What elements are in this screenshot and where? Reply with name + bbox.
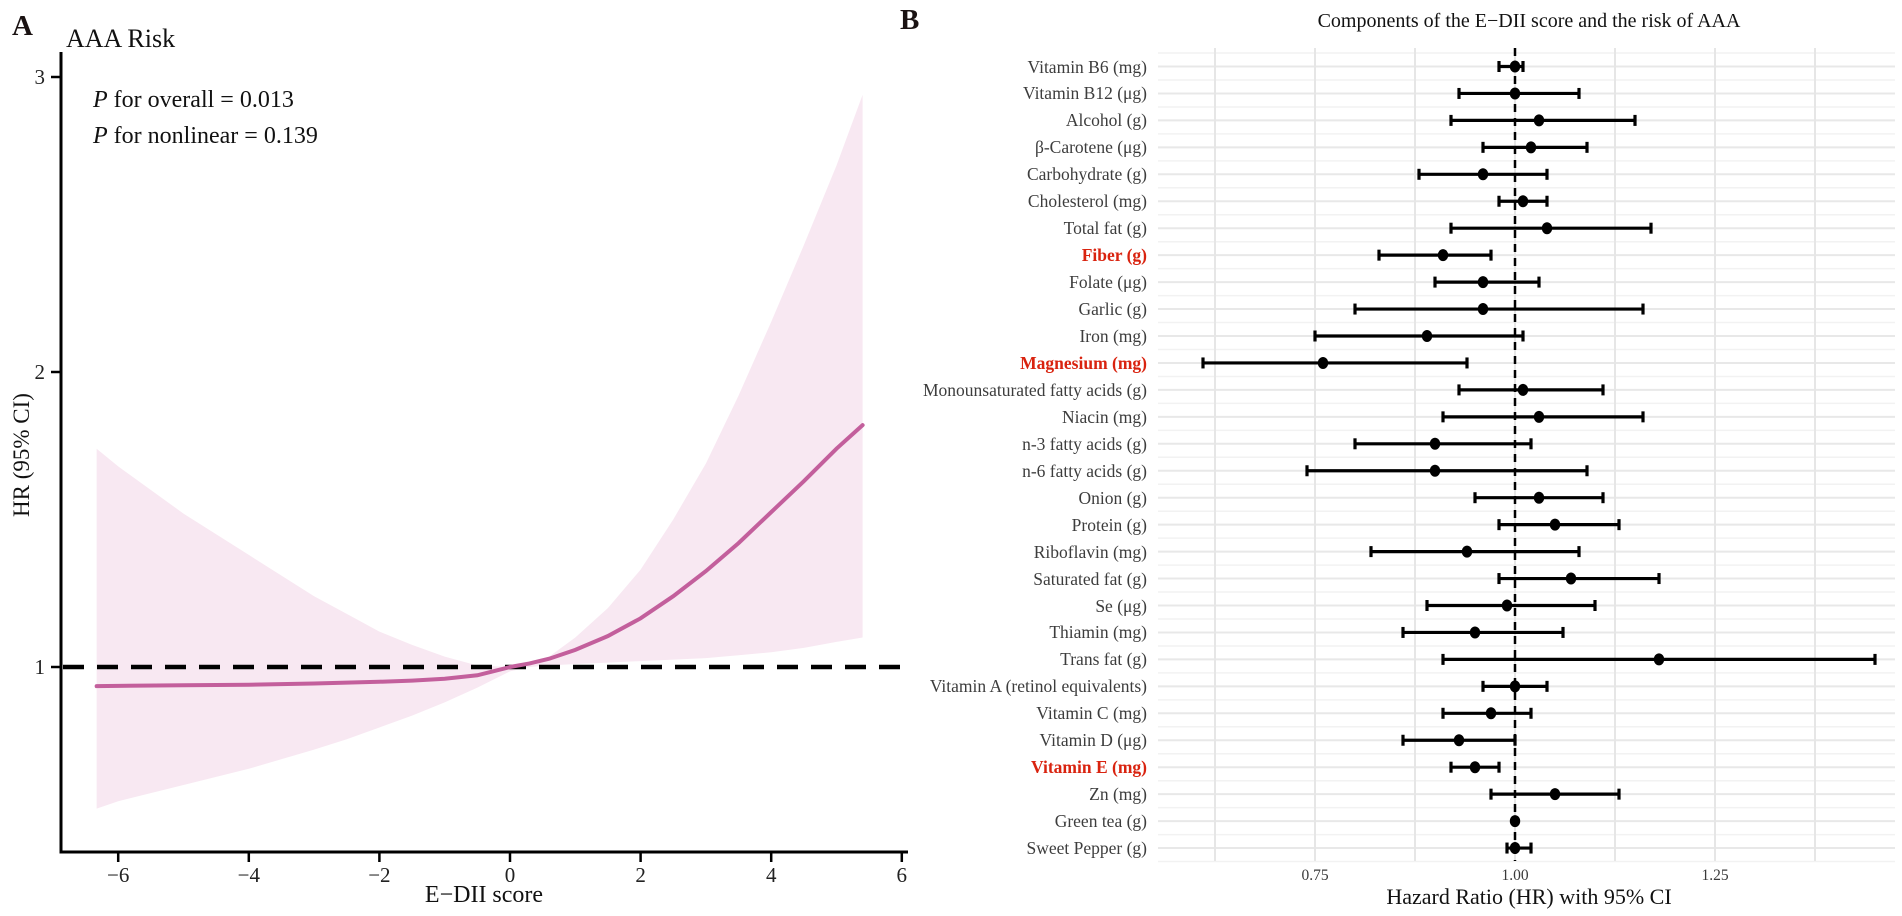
hr-axis-tick-label: 1.00 (1501, 867, 1528, 884)
hr-point (1541, 222, 1553, 235)
x-tick-label: 0 (505, 863, 516, 887)
hr-point (1421, 330, 1433, 342)
y-tick-label: 3 (35, 65, 46, 89)
hr-point (1509, 87, 1521, 100)
forest-row-label: Cholesterol (mg) (1027, 191, 1147, 212)
x-tick-label: −4 (238, 863, 261, 887)
panel-a-letter: A (12, 10, 33, 42)
hr-point (1501, 599, 1513, 612)
forest-row-label: n-3 fatty acids (g) (1022, 433, 1147, 454)
forest-row-label: Vitamin B6 (mg) (1027, 56, 1148, 77)
panel-b-letter: B (900, 4, 920, 36)
hr-point (1469, 626, 1481, 639)
hr-spline-curve (94, 423, 865, 689)
hr-point (1533, 491, 1545, 504)
hr-point (1509, 60, 1521, 73)
panel-a-x-axis-label: E−DII score (424, 882, 544, 908)
p-nonlinear-annotation: P for nonlinear = 0.139 (93, 123, 318, 149)
hr-point (1317, 356, 1329, 369)
forest-row-label: β-Carotene (μg) (1034, 137, 1147, 158)
forest-row-label: Zn (mg) (1089, 784, 1147, 805)
panel-a-plot-title: AAA Risk (66, 24, 176, 53)
hr-point (1485, 707, 1497, 720)
hr-point (1509, 680, 1521, 693)
hr-point (1477, 303, 1489, 316)
forest-row-label: Riboflavin (mg) (1033, 541, 1147, 562)
x-tick-label: −2 (368, 863, 390, 887)
spline-plot-panel-a: −6 −4 −2 0 2 4 6 1 2 3 (35, 52, 908, 887)
forest-row-label: Carbohydrate (g) (1026, 164, 1147, 185)
forest-row-label: Fiber (g) (1081, 245, 1147, 266)
forest-row-label: Vitamin B12 (μg) (1022, 83, 1147, 104)
forest-row-label: Vitamin D (μg) (1039, 730, 1147, 751)
hr-point (1437, 249, 1449, 262)
y-tick-label: 1 (35, 655, 46, 679)
forest-row-label: Onion (g) (1078, 487, 1147, 508)
hr-point (1565, 572, 1577, 585)
panel-a-y-axis-label: HR (95% CI) (9, 393, 34, 517)
hr-point (1477, 276, 1489, 289)
forest-row-label: Monounsaturated fatty acids (g) (922, 379, 1147, 400)
hr-point (1533, 410, 1545, 423)
forest-row-label: Total fat (g) (1063, 218, 1147, 239)
forest-row-label: Alcohol (g) (1065, 110, 1147, 131)
hr-point (1461, 545, 1473, 558)
hr-axis-tick-label: 1.25 (1701, 867, 1728, 884)
hr-point (1653, 653, 1665, 666)
forest-row-label: Vitamin A (retinol equivalents) (929, 676, 1147, 697)
hr-point (1469, 761, 1481, 774)
forest-row-label: Vitamin C (mg) (1036, 703, 1147, 724)
panel-a-pvalue-annotations: P for overall = 0.013 P for nonlinear = … (93, 82, 318, 154)
panel-b-plot-title: Components of the E−DII score and the ri… (1317, 10, 1741, 32)
hr-point (1429, 464, 1441, 477)
x-tick-label: 4 (766, 863, 777, 887)
forest-row-label: Garlic (g) (1078, 299, 1147, 320)
x-tick-label: 6 (897, 863, 908, 887)
hr-point (1525, 141, 1537, 154)
forest-row-label: Saturated fat (g) (1033, 568, 1147, 589)
forest-row-label: Vitamin E (mg) (1030, 757, 1147, 778)
forest-row-label: Niacin (mg) (1061, 406, 1147, 427)
y-tick-label: 2 (35, 360, 46, 384)
hr-axis-tick-label: 0.75 (1301, 867, 1328, 884)
panel-b-x-axis-label: Hazard Ratio (HR) with 95% CI (1386, 884, 1672, 909)
hr-point (1517, 195, 1529, 208)
hr-point (1533, 114, 1545, 127)
forest-row-label: Se (μg) (1095, 595, 1147, 616)
hr-point (1453, 734, 1465, 747)
hr-point (1549, 518, 1561, 531)
p-overall-annotation: P for overall = 0.013 (93, 87, 294, 113)
forest-row-label: Magnesium (mg) (1020, 352, 1147, 373)
forest-row-label-column: Vitamin B6 (mg) Vitamin B12 (μg) Alcohol (… (800, 0, 1147, 916)
x-tick-label: 2 (635, 863, 646, 887)
forest-row-label: n-6 fatty acids (g) (1022, 460, 1147, 481)
hr-point (1477, 168, 1489, 181)
hr-point (1509, 842, 1521, 855)
forest-row-label: Iron (mg) (1079, 326, 1147, 346)
forest-plot-panel-b: 0.75 1.00 1.25 (1158, 48, 1895, 884)
forest-row-label: Folate (μg) (1069, 272, 1147, 293)
hr-point (1517, 383, 1529, 396)
confidence-band (96, 94, 863, 809)
hr-point (1429, 437, 1441, 450)
forest-row-label: Trans fat (g) (1060, 649, 1147, 670)
hr-point (1509, 815, 1521, 828)
forest-row-label: Green tea (g) (1054, 811, 1147, 832)
forest-row-label: Thiamin (mg) (1049, 622, 1147, 643)
forest-row-label: Protein (g) (1071, 514, 1147, 535)
forest-row-label: Sweet Pepper (g) (1026, 838, 1147, 859)
x-tick-label: −6 (107, 863, 129, 887)
hr-point (1549, 788, 1561, 801)
